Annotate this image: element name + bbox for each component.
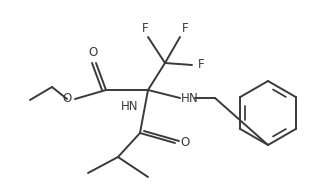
Text: H: H <box>181 91 189 105</box>
Text: O: O <box>180 136 190 150</box>
Text: O: O <box>62 92 72 105</box>
Text: HN: HN <box>121 100 139 113</box>
Text: O: O <box>88 46 98 59</box>
Text: N: N <box>189 91 197 105</box>
Text: F: F <box>198 58 204 72</box>
Text: F: F <box>182 21 188 35</box>
Text: F: F <box>142 21 148 35</box>
